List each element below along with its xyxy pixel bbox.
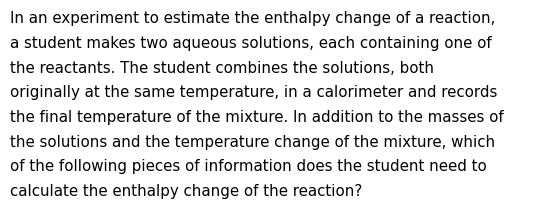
Text: the final temperature of the mixture. In addition to the masses of: the final temperature of the mixture. In…: [10, 110, 504, 125]
Text: In an experiment to estimate the enthalpy change of a reaction,: In an experiment to estimate the enthalp…: [10, 11, 496, 27]
Text: the solutions and the temperature change of the mixture, which: the solutions and the temperature change…: [10, 135, 495, 150]
Text: originally at the same temperature, in a calorimeter and records: originally at the same temperature, in a…: [10, 85, 497, 101]
Text: of the following pieces of information does the student need to: of the following pieces of information d…: [10, 159, 487, 175]
Text: a student makes two aqueous solutions, each containing one of: a student makes two aqueous solutions, e…: [10, 36, 492, 51]
Text: calculate the enthalpy change of the reaction?: calculate the enthalpy change of the rea…: [10, 184, 362, 199]
Text: the reactants. The student combines the solutions, both: the reactants. The student combines the …: [10, 61, 434, 76]
